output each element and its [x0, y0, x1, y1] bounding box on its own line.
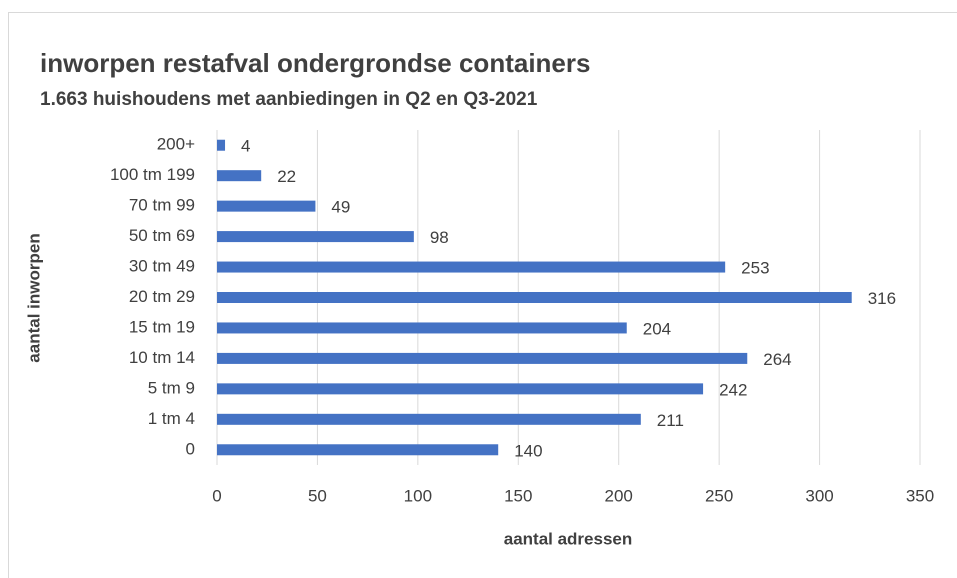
data-label: 4 — [241, 137, 250, 156]
data-label: 253 — [741, 259, 769, 278]
y-tick-label: 70 tm 99 — [129, 196, 195, 215]
data-label: 22 — [277, 167, 296, 186]
x-tick-label: 0 — [212, 486, 221, 505]
bar — [217, 413, 641, 425]
chart-title: inworpen restafval ondergrondse containe… — [40, 48, 590, 78]
y-tick-label: 200+ — [157, 135, 195, 154]
x-tick-label: 50 — [308, 486, 327, 505]
bar — [217, 322, 627, 334]
x-tick-label: 300 — [805, 486, 833, 505]
data-label: 264 — [763, 350, 791, 369]
bar — [217, 231, 414, 243]
y-tick-label: 100 tm 199 — [110, 165, 195, 184]
bar — [217, 292, 852, 303]
y-axis-label: aantal inworpen — [24, 233, 43, 362]
bar — [217, 200, 316, 212]
bar — [217, 444, 499, 456]
x-tick-label: 150 — [504, 486, 532, 505]
bar — [217, 383, 704, 395]
data-label: 140 — [514, 441, 542, 460]
y-tick-label: 0 — [186, 439, 195, 458]
bar — [217, 352, 748, 364]
x-axis-label: aantal adressen — [504, 529, 633, 548]
x-tick-label: 100 — [404, 486, 432, 505]
y-tick-label: 50 tm 69 — [129, 226, 195, 245]
bar — [217, 170, 262, 182]
data-label: 98 — [430, 228, 449, 247]
data-label: 316 — [868, 289, 896, 308]
x-tick-label: 350 — [906, 486, 934, 505]
data-label: 49 — [331, 198, 350, 217]
y-tick-label: 15 tm 19 — [129, 317, 195, 336]
data-label: 242 — [719, 380, 747, 399]
x-tick-label: 250 — [705, 486, 733, 505]
y-tick-label: 20 tm 29 — [129, 287, 195, 306]
y-tick-label: 1 tm 4 — [148, 409, 195, 428]
data-label: 211 — [657, 411, 684, 430]
bar — [217, 139, 226, 151]
bar — [217, 261, 726, 273]
y-tick-label: 5 tm 9 — [148, 378, 195, 397]
x-tick-label: 200 — [605, 486, 633, 505]
y-tick-label: 10 tm 14 — [129, 348, 195, 367]
chart-subtitle: 1.663 huishoudens met aanbiedingen in Q2… — [40, 89, 538, 110]
y-tick-label: 30 tm 49 — [129, 257, 195, 276]
data-label: 204 — [643, 319, 671, 338]
